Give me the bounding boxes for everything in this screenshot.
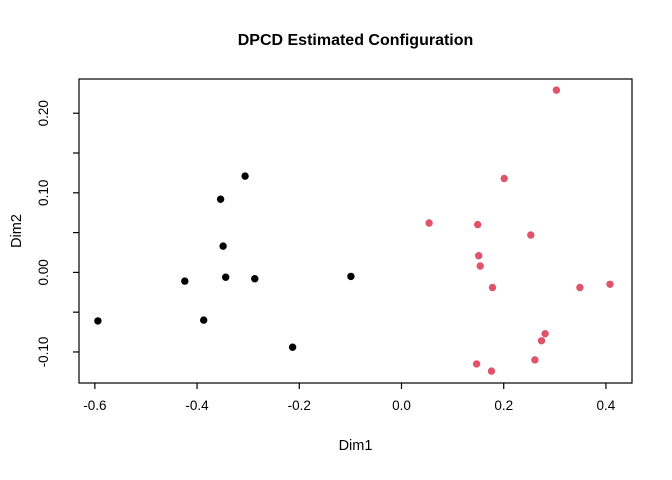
data-point-group-black (200, 316, 208, 324)
y-tick-label: -0.10 (36, 337, 51, 368)
x-tick-label: 0.2 (494, 398, 513, 413)
data-point-group-pink (476, 262, 484, 270)
x-tick-label: -0.2 (288, 398, 311, 413)
data-point-group-pink (552, 86, 561, 94)
data-point-group-pink (576, 283, 584, 292)
y-tick-label: 0.20 (36, 100, 51, 126)
x-tick-label: 0.0 (392, 398, 411, 413)
data-point-group-pink (474, 220, 482, 229)
data-point-group-black (94, 317, 102, 325)
data-point-group-pink (488, 283, 497, 292)
data-point-group-black (181, 277, 189, 285)
plot-box (78, 78, 633, 384)
data-point-group-black (241, 172, 249, 180)
data-point-group-pink (472, 360, 481, 368)
data-point-group-pink (531, 356, 539, 364)
data-point-group-black (216, 195, 225, 203)
data-point-group-black (222, 273, 230, 281)
data-point-group-pink (500, 174, 508, 183)
x-tick-label: -0.4 (185, 398, 209, 413)
data-point-group-pink (606, 280, 614, 288)
data-point-group-pink (425, 219, 433, 227)
data-point-group-black (288, 343, 297, 351)
data-point-group-black (251, 275, 259, 283)
x-tick-label: 0.4 (597, 398, 616, 413)
data-point-group-black (219, 242, 227, 250)
data-point-group-black (347, 272, 355, 281)
y-tick-label: 0.10 (36, 180, 51, 206)
data-point-group-pink (527, 231, 535, 239)
y-tick-label: 0.00 (36, 259, 51, 285)
data-point-group-pink (537, 337, 546, 345)
chart-title: DPCD Estimated Configuration (237, 32, 474, 49)
data-point-group-pink (475, 252, 483, 260)
data-point-group-pink (487, 367, 496, 375)
x-tick-label: -0.6 (83, 398, 106, 413)
data-point-group-pink (541, 330, 549, 338)
x-axis-label: Dim1 (338, 438, 373, 454)
